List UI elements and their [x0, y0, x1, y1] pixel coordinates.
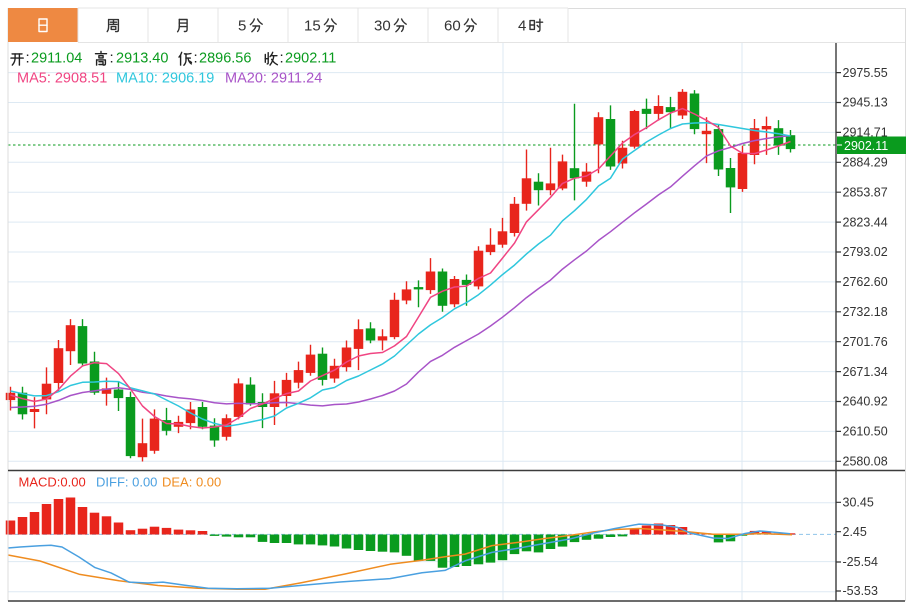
svg-text:30: 30	[374, 18, 391, 35]
svg-text:2902.11: 2902.11	[285, 51, 336, 67]
svg-text::: :	[110, 50, 114, 67]
svg-text:2671.34: 2671.34	[843, 365, 888, 379]
svg-text:15: 15	[304, 18, 321, 35]
svg-text:2975.55: 2975.55	[843, 66, 888, 80]
svg-text:2732.18: 2732.18	[843, 305, 888, 319]
svg-text:MA10: 2906.19: MA10: 2906.19	[116, 71, 214, 87]
svg-text:2.45: 2.45	[843, 525, 867, 539]
svg-text:DEA: 0.00: DEA: 0.00	[162, 475, 221, 490]
svg-text:30.45: 30.45	[843, 496, 874, 510]
svg-text::: :	[194, 50, 198, 67]
svg-text:4: 4	[518, 18, 526, 35]
svg-text::: :	[280, 50, 284, 67]
svg-text:2902.11: 2902.11	[844, 139, 888, 153]
svg-text:2793.02: 2793.02	[843, 245, 888, 259]
svg-text:-25.54: -25.54	[843, 555, 878, 569]
svg-text:MACD:0.00: MACD:0.00	[19, 475, 86, 490]
svg-text:2884.29: 2884.29	[843, 156, 888, 170]
svg-text:2640.92: 2640.92	[843, 395, 888, 409]
svg-text:2911.04: 2911.04	[31, 51, 82, 67]
svg-text:2701.76: 2701.76	[843, 335, 888, 349]
svg-text::: :	[26, 50, 30, 67]
svg-text:2762.60: 2762.60	[843, 275, 888, 289]
svg-text:-53.53: -53.53	[843, 584, 878, 598]
svg-text:2914.71: 2914.71	[843, 126, 888, 140]
svg-text:2853.87: 2853.87	[843, 185, 888, 199]
svg-text:2913.40: 2913.40	[116, 51, 168, 67]
svg-text:DIFF: 0.00: DIFF: 0.00	[96, 475, 157, 490]
svg-text:5: 5	[238, 18, 246, 35]
svg-text:2580.08: 2580.08	[843, 455, 888, 469]
svg-text:2610.50: 2610.50	[843, 425, 888, 439]
svg-text:2823.44: 2823.44	[843, 215, 888, 229]
svg-text:MA5: 2908.51: MA5: 2908.51	[17, 71, 107, 87]
svg-text:60: 60	[444, 18, 461, 35]
svg-text:2896.56: 2896.56	[199, 51, 251, 67]
svg-text:MA20: 2911.24: MA20: 2911.24	[225, 71, 322, 87]
svg-text:2945.13: 2945.13	[843, 96, 888, 110]
